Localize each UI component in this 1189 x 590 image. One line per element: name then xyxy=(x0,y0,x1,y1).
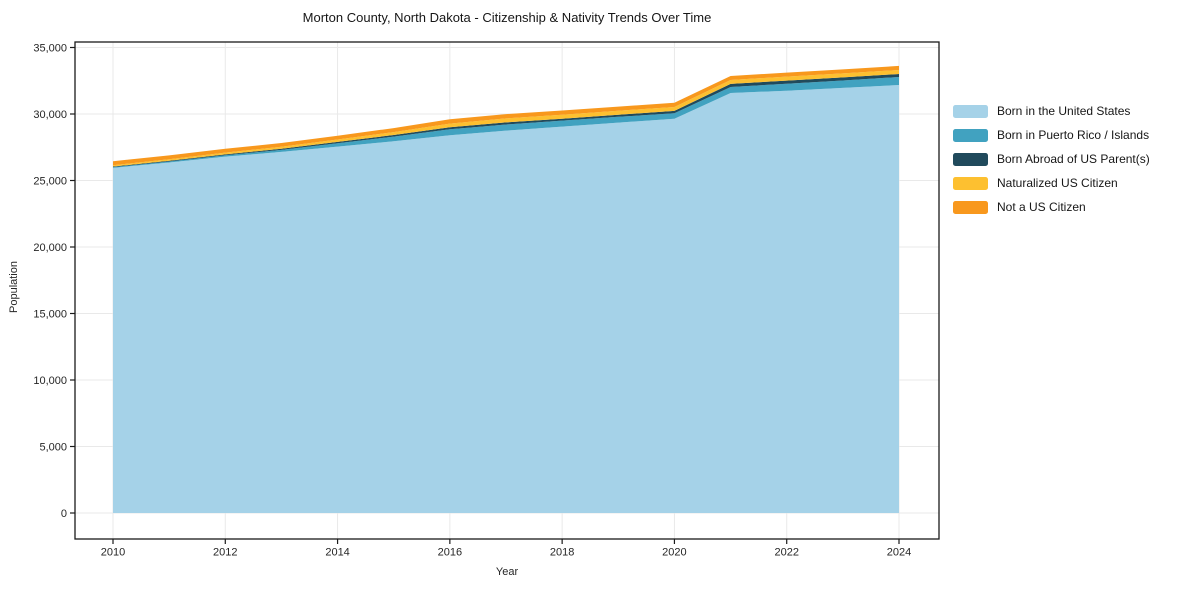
x-tick-label: 2024 xyxy=(887,547,911,559)
legend-swatch-icon xyxy=(953,105,988,118)
area-born-in-puerto-rico-islands xyxy=(113,77,899,168)
y-axis: 0 5,000 10,000 15,000 20,000 25,000 30,000 35,0… xyxy=(33,43,75,520)
area-born-in-the-united-states xyxy=(113,85,899,513)
x-tick-label: 2010 xyxy=(101,547,125,559)
legend: Born in the United States Born in Puerto … xyxy=(953,105,1150,214)
y-tick-label: 15,000 xyxy=(33,309,67,321)
legend-swatch-icon xyxy=(953,177,988,190)
y-tick-label: 35,000 xyxy=(33,43,67,55)
x-tick-label: 2022 xyxy=(774,547,798,559)
legend-label: Born in the United States xyxy=(997,104,1131,118)
y-tick-label: 25,000 xyxy=(33,176,67,188)
area-naturalized-us-citizen xyxy=(113,70,899,167)
y-tick-label: 5,000 xyxy=(39,442,67,454)
stacked-areas xyxy=(113,65,899,513)
legend-item-born-abroad-of-us-parent-s: Born Abroad of US Parent(s) xyxy=(953,153,1150,166)
y-tick-label: 0 xyxy=(61,508,67,520)
y-tick-label: 20,000 xyxy=(33,242,67,254)
x-tick-label: 2018 xyxy=(550,547,574,559)
chart-title: Morton County, North Dakota - Citizenshi… xyxy=(302,10,712,25)
legend-item-born-in-puerto-rico-islands: Born in Puerto Rico / Islands xyxy=(953,129,1150,142)
x-tick-label: 2016 xyxy=(438,547,462,559)
legend-label: Born Abroad of US Parent(s) xyxy=(997,152,1150,166)
x-tick-label: 2020 xyxy=(662,547,686,559)
legend-label: Not a US Citizen xyxy=(997,200,1086,214)
legend-swatch-icon xyxy=(953,129,988,142)
legend-item-naturalized-us-citizen: Naturalized US Citizen xyxy=(953,177,1150,190)
legend-item-born-in-the-united-states: Born in the United States xyxy=(953,105,1150,118)
legend-swatch-icon xyxy=(953,201,988,214)
legend-label: Naturalized US Citizen xyxy=(997,176,1118,190)
x-axis: 2010 2012 2014 2016 2018 2020 2022 2024 xyxy=(101,539,911,559)
plot-frame xyxy=(74,41,940,540)
x-axis-label: Year xyxy=(495,566,519,578)
legend-swatch-icon xyxy=(953,153,988,166)
y-tick-label: 30,000 xyxy=(33,109,67,121)
y-tick-label: 10,000 xyxy=(33,375,67,387)
legend-item-not-a-us-citizen: Not a US Citizen xyxy=(953,201,1150,214)
x-tick-label: 2014 xyxy=(325,547,349,559)
x-tick-label: 2012 xyxy=(213,547,237,559)
area-not-a-us-citizen xyxy=(113,65,899,166)
legend-label: Born in Puerto Rico / Islands xyxy=(997,128,1150,142)
